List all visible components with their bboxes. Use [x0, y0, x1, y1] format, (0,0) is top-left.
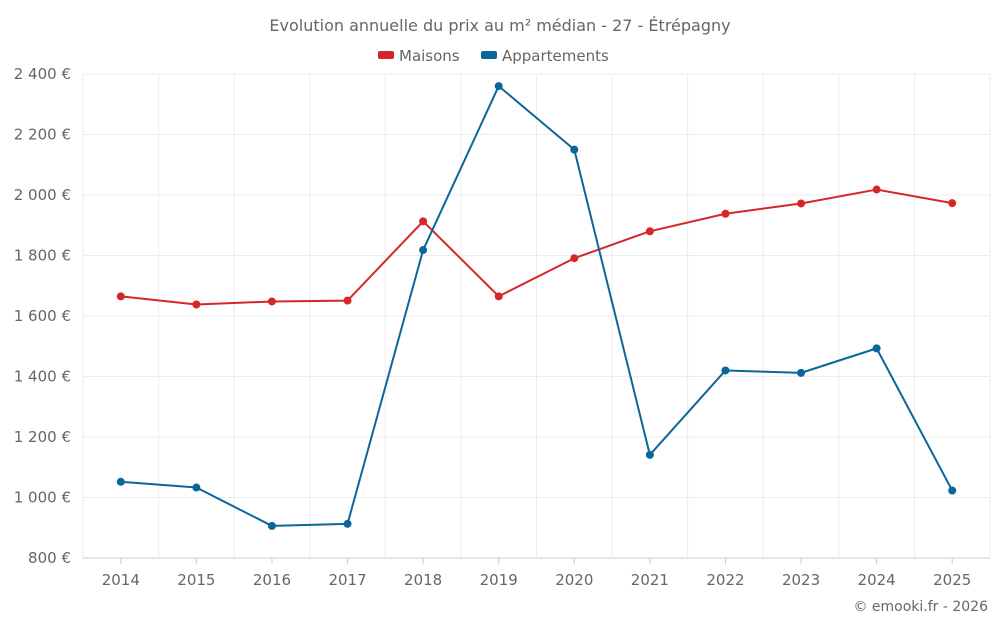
series-line-appartements	[120, 85, 954, 527]
x-tick-label: 2025	[933, 571, 971, 589]
x-tick-label: 2015	[177, 571, 215, 589]
x-tick-label: 2020	[555, 571, 593, 589]
data-point-appartements[interactable]	[192, 483, 201, 492]
y-tick-label: 1 600 €	[14, 307, 71, 325]
x-tick-label: 2024	[858, 571, 896, 589]
data-point-appartements[interactable]	[419, 246, 428, 255]
y-tick-label: 800 €	[28, 549, 71, 567]
data-point-appartements[interactable]	[343, 519, 352, 528]
x-tick-label: 2016	[253, 571, 291, 589]
data-point-appartements[interactable]	[494, 82, 503, 91]
data-point-maisons[interactable]	[645, 227, 654, 236]
x-tick-label: 2022	[706, 571, 744, 589]
data-point-appartements[interactable]	[570, 145, 579, 154]
grid	[82, 73, 991, 559]
series-line-maisons	[120, 188, 953, 306]
legend-label-maisons: Maisons	[399, 47, 460, 65]
legend: Maisons Appartements	[378, 47, 609, 65]
legend-item-maisons[interactable]: Maisons	[378, 47, 460, 65]
data-point-appartements[interactable]	[872, 344, 881, 353]
data-point-appartements[interactable]	[267, 521, 276, 530]
y-tick-label: 2 000 €	[14, 186, 71, 204]
data-point-appartements[interactable]	[948, 486, 957, 495]
credit-text: © emooki.fr - 2026	[853, 599, 988, 615]
legend-swatch-maisons	[378, 51, 394, 59]
chart-title: Evolution annuelle du prix au m² médian …	[269, 16, 730, 35]
data-point-maisons[interactable]	[721, 209, 730, 218]
data-point-maisons[interactable]	[267, 297, 276, 306]
legend-item-appartements[interactable]: Appartements	[481, 47, 609, 65]
y-tick-label: 1 000 €	[14, 489, 71, 507]
y-tick-label: 2 400 €	[14, 65, 71, 83]
data-point-maisons[interactable]	[797, 199, 806, 208]
data-point-maisons[interactable]	[343, 296, 352, 305]
data-point-maisons[interactable]	[570, 254, 579, 263]
x-tick-label: 2021	[631, 571, 669, 589]
legend-swatch-appartements	[481, 51, 497, 59]
x-tick-label: 2018	[404, 571, 442, 589]
y-tick-label: 2 200 €	[14, 126, 71, 144]
data-point-appartements[interactable]	[645, 450, 654, 459]
y-tick-label: 1 200 €	[14, 428, 71, 446]
data-point-appartements[interactable]	[797, 368, 806, 377]
x-tick-label: 2017	[328, 571, 366, 589]
data-point-appartements[interactable]	[116, 477, 125, 486]
data-point-maisons[interactable]	[419, 217, 428, 226]
data-point-maisons[interactable]	[116, 292, 125, 301]
data-point-appartements[interactable]	[721, 366, 730, 375]
x-tick-label: 2019	[480, 571, 518, 589]
series-group	[116, 82, 957, 530]
axes: 800 € 1 000 € 1 200 € 1 400 € 1 600 € 1 800 €…	[14, 65, 990, 589]
data-point-maisons[interactable]	[192, 300, 201, 309]
y-tick-label: 1 800 €	[14, 247, 71, 265]
y-tick-label: 1 400 €	[14, 368, 71, 386]
x-tick-label: 2023	[782, 571, 820, 589]
data-point-maisons[interactable]	[872, 185, 881, 194]
data-point-maisons[interactable]	[948, 199, 957, 208]
data-point-maisons[interactable]	[494, 292, 503, 301]
legend-label-appartements: Appartements	[502, 47, 609, 65]
x-tick-label: 2014	[102, 571, 140, 589]
